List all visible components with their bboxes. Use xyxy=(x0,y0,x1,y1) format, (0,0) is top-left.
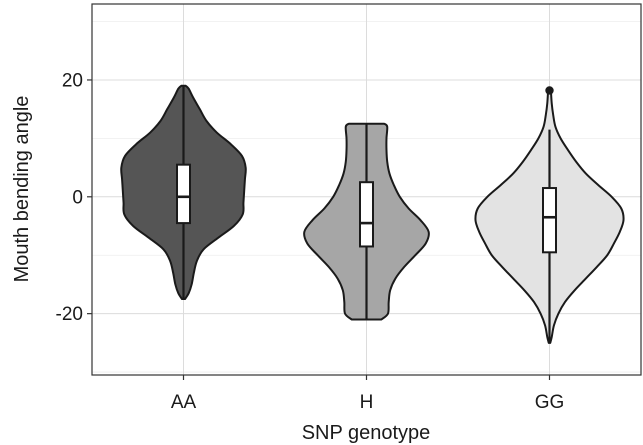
x-tick-label: H xyxy=(360,392,374,413)
x-axis-ticks: AA H GG xyxy=(171,375,564,413)
x-axis-title: SNP genotype xyxy=(302,422,431,444)
box-aa xyxy=(176,163,191,225)
y-axis-title: Mouth bending angle xyxy=(11,96,33,283)
y-tick-label: 0 xyxy=(72,187,83,208)
y-tick-label: -20 xyxy=(56,304,83,325)
box-gg xyxy=(542,187,557,254)
outlier-point xyxy=(545,86,554,95)
x-tick-label: AA xyxy=(171,392,197,413)
y-axis-ticks: -20 0 20 xyxy=(56,70,92,325)
box-h xyxy=(359,181,374,248)
x-tick-label: GG xyxy=(535,392,565,413)
y-tick-label: 20 xyxy=(62,70,83,91)
boxplots xyxy=(176,85,557,343)
